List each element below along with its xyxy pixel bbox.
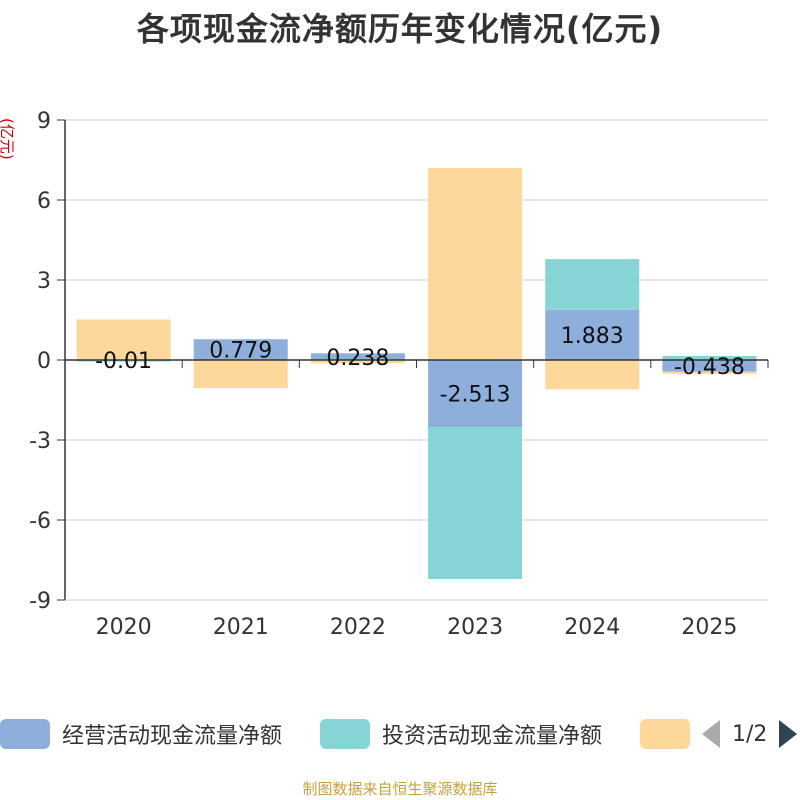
- legend-item-financing[interactable]: [640, 716, 690, 752]
- bar-investing-2025: [662, 356, 757, 360]
- legend-pager: 1/2: [702, 716, 798, 752]
- chart-plot: 9 6 3 0 -3 -6 -9 (亿元) 2020 2021 2022 2023 2024 2025 -0…: [0, 109, 769, 640]
- bar-operating-2021: [193, 339, 288, 360]
- bar-financing-2023: [428, 168, 523, 360]
- bar-operating-2023: [428, 360, 523, 428]
- x-tick-label: 2021: [213, 615, 269, 640]
- bar-operating-2024: [545, 309, 640, 360]
- x-tick-label: 2025: [681, 615, 737, 640]
- bar-investing-2023: [428, 427, 523, 580]
- data-label: -0.01: [95, 349, 152, 374]
- chart-title: 各项现金流净额历年变化情况(亿元): [136, 10, 664, 48]
- legend-label-operating: 经营活动现金流量净额: [62, 724, 283, 749]
- bar-investing-2020: [76, 360, 171, 362]
- bar-investing-2024: [545, 259, 640, 310]
- x-tick-label: 2023: [447, 615, 503, 640]
- y-tick-label: -3: [29, 429, 51, 454]
- y-tick-label: 6: [37, 189, 51, 214]
- y-tick-label: 9: [37, 109, 51, 134]
- y-tick-label: -6: [29, 509, 51, 534]
- data-label: -2.513: [440, 383, 511, 408]
- legend-item-operating[interactable]: 经营活动现金流量净额: [0, 716, 282, 752]
- bar-financing-2022: [310, 360, 405, 364]
- data-label: 0.238: [326, 346, 389, 371]
- y-axis-label: (亿元): [0, 118, 16, 160]
- legend-label-investing: 投资活动现金流量净额: [382, 724, 603, 749]
- bar-investing-2022: [310, 353, 405, 355]
- bar-financing-2024: [545, 360, 640, 390]
- bar-financing-2025: [662, 371, 757, 374]
- legend-item-investing[interactable]: 投资活动现金流量净额: [320, 716, 602, 752]
- y-tick-label: -9: [29, 589, 51, 614]
- legend-next-page-icon[interactable]: [779, 720, 798, 748]
- y-tick-label: 3: [37, 269, 51, 294]
- x-tick-label: 2024: [564, 615, 620, 640]
- legend: 经营活动现金流量净额 投资活动现金流量净额 1/2: [0, 716, 800, 752]
- bar-financing-2020: [76, 319, 171, 360]
- y-tick-label: 0: [37, 349, 51, 374]
- x-tick-label: 2020: [96, 615, 152, 640]
- legend-swatch-financing: [640, 719, 690, 749]
- legend-prev-page-icon[interactable]: [702, 720, 720, 748]
- data-label: -0.438: [674, 355, 745, 380]
- bar-financing-2021: [193, 360, 288, 388]
- bar-operating-2022: [310, 353, 405, 360]
- legend-swatch-operating: [0, 719, 50, 749]
- x-tick-label: 2022: [330, 615, 386, 640]
- data-label: 0.779: [209, 339, 272, 364]
- source-note: 制图数据来自恒生聚源数据库: [302, 780, 498, 798]
- data-label: 1.883: [561, 324, 624, 349]
- legend-page-indicator: 1/2: [732, 721, 768, 747]
- bar-operating-2025: [662, 360, 757, 372]
- legend-swatch-investing: [320, 719, 370, 749]
